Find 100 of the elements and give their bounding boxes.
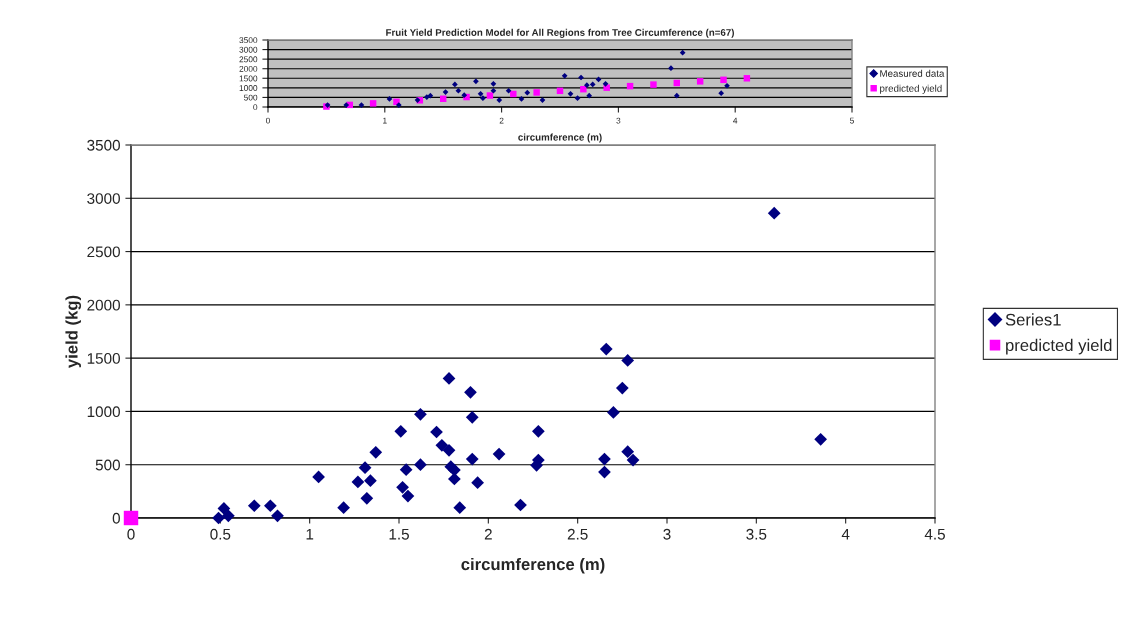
point <box>490 80 497 87</box>
x-tick-label: 2.5 <box>567 528 588 540</box>
point <box>247 499 261 513</box>
legend-label: Measured data <box>880 69 945 77</box>
y-tick-label: 3500 <box>87 139 120 151</box>
point <box>580 85 587 93</box>
y-tick-label: 500 <box>95 459 120 471</box>
point <box>599 342 613 356</box>
x-tick-label: 0 <box>127 528 135 540</box>
point <box>442 443 456 457</box>
point <box>718 90 725 97</box>
point <box>561 72 568 79</box>
point <box>480 95 486 102</box>
point <box>395 102 402 108</box>
point <box>621 354 635 367</box>
point <box>574 95 581 102</box>
y-tick-label: 3500 <box>239 37 258 44</box>
point <box>584 82 590 89</box>
x-tick-label: 5 <box>850 117 854 124</box>
point <box>337 501 350 515</box>
point <box>490 87 497 94</box>
legend-label: predicted yield <box>1006 338 1112 355</box>
y-tick-label: 0 <box>253 104 258 111</box>
x-tick-label: 3 <box>663 528 671 540</box>
legend-label: predicted yield <box>880 84 942 94</box>
point <box>486 92 494 99</box>
x-tick-label: 1 <box>383 117 387 124</box>
point <box>123 510 139 526</box>
y-tick-label: 1000 <box>87 406 120 418</box>
point <box>212 511 225 525</box>
point <box>589 81 596 88</box>
point <box>452 81 458 88</box>
x-tick-label: 3 <box>616 117 621 124</box>
point <box>578 74 584 81</box>
x-tick-label: 4 <box>733 117 738 124</box>
y-tick-label: 500 <box>244 94 258 101</box>
point <box>567 90 574 97</box>
point <box>358 102 365 108</box>
point <box>471 476 484 490</box>
point <box>602 80 609 87</box>
chart-title: Fruit Yield Prediction Model for All Regions from Tree Circumference (n=67) <box>386 28 734 38</box>
point <box>358 461 372 475</box>
legend-label: Series1 <box>1005 313 1061 326</box>
point <box>369 100 377 107</box>
point <box>814 432 828 446</box>
point <box>427 92 434 99</box>
y-tick-label: 1500 <box>239 75 258 82</box>
point <box>217 502 231 515</box>
point <box>264 499 277 513</box>
point <box>369 445 383 459</box>
y-tick-label: 2500 <box>87 246 120 258</box>
x-tick-label: 4.5 <box>924 528 945 540</box>
y-tick-label: 2000 <box>87 299 120 311</box>
x-tick-label: 2 <box>484 528 492 540</box>
point <box>465 410 479 424</box>
x-tick-label: 1 <box>306 528 314 540</box>
point <box>351 475 365 489</box>
point <box>539 97 546 103</box>
point <box>586 92 593 99</box>
point <box>679 49 686 56</box>
point <box>396 480 409 494</box>
point <box>650 81 657 88</box>
point <box>621 445 635 459</box>
point <box>668 65 674 71</box>
y-tick-label: 2000 <box>239 65 258 72</box>
point <box>386 96 393 102</box>
y-tick-label: 1000 <box>239 85 258 91</box>
point <box>360 491 374 505</box>
y-axis-title: yield (kg) <box>65 295 82 368</box>
x-tick-label: 4 <box>841 528 850 540</box>
x-tick-label: 0 <box>266 117 270 124</box>
point <box>626 453 640 467</box>
point <box>496 97 503 103</box>
point <box>464 385 477 399</box>
point <box>399 463 413 477</box>
point <box>364 474 377 488</box>
point <box>767 206 781 220</box>
point <box>271 509 284 523</box>
point <box>673 92 680 99</box>
point <box>532 424 545 438</box>
point <box>401 489 415 503</box>
point <box>720 76 727 84</box>
point <box>477 90 484 97</box>
point <box>394 424 408 438</box>
point <box>518 96 525 102</box>
y-tick-label: 1500 <box>87 353 120 364</box>
point <box>453 501 467 515</box>
point <box>442 89 449 95</box>
point <box>510 90 517 98</box>
x-tick-label: 3.5 <box>746 528 767 540</box>
y-tick-label: 3000 <box>239 46 258 53</box>
point <box>442 372 456 385</box>
y-tick-label: 3000 <box>87 193 120 204</box>
y-tick-label: 2500 <box>239 56 258 63</box>
point <box>743 75 751 82</box>
point <box>473 78 479 85</box>
y-tick-label: 0 <box>112 512 120 524</box>
point <box>414 407 427 421</box>
point <box>524 89 531 96</box>
point <box>492 447 506 461</box>
